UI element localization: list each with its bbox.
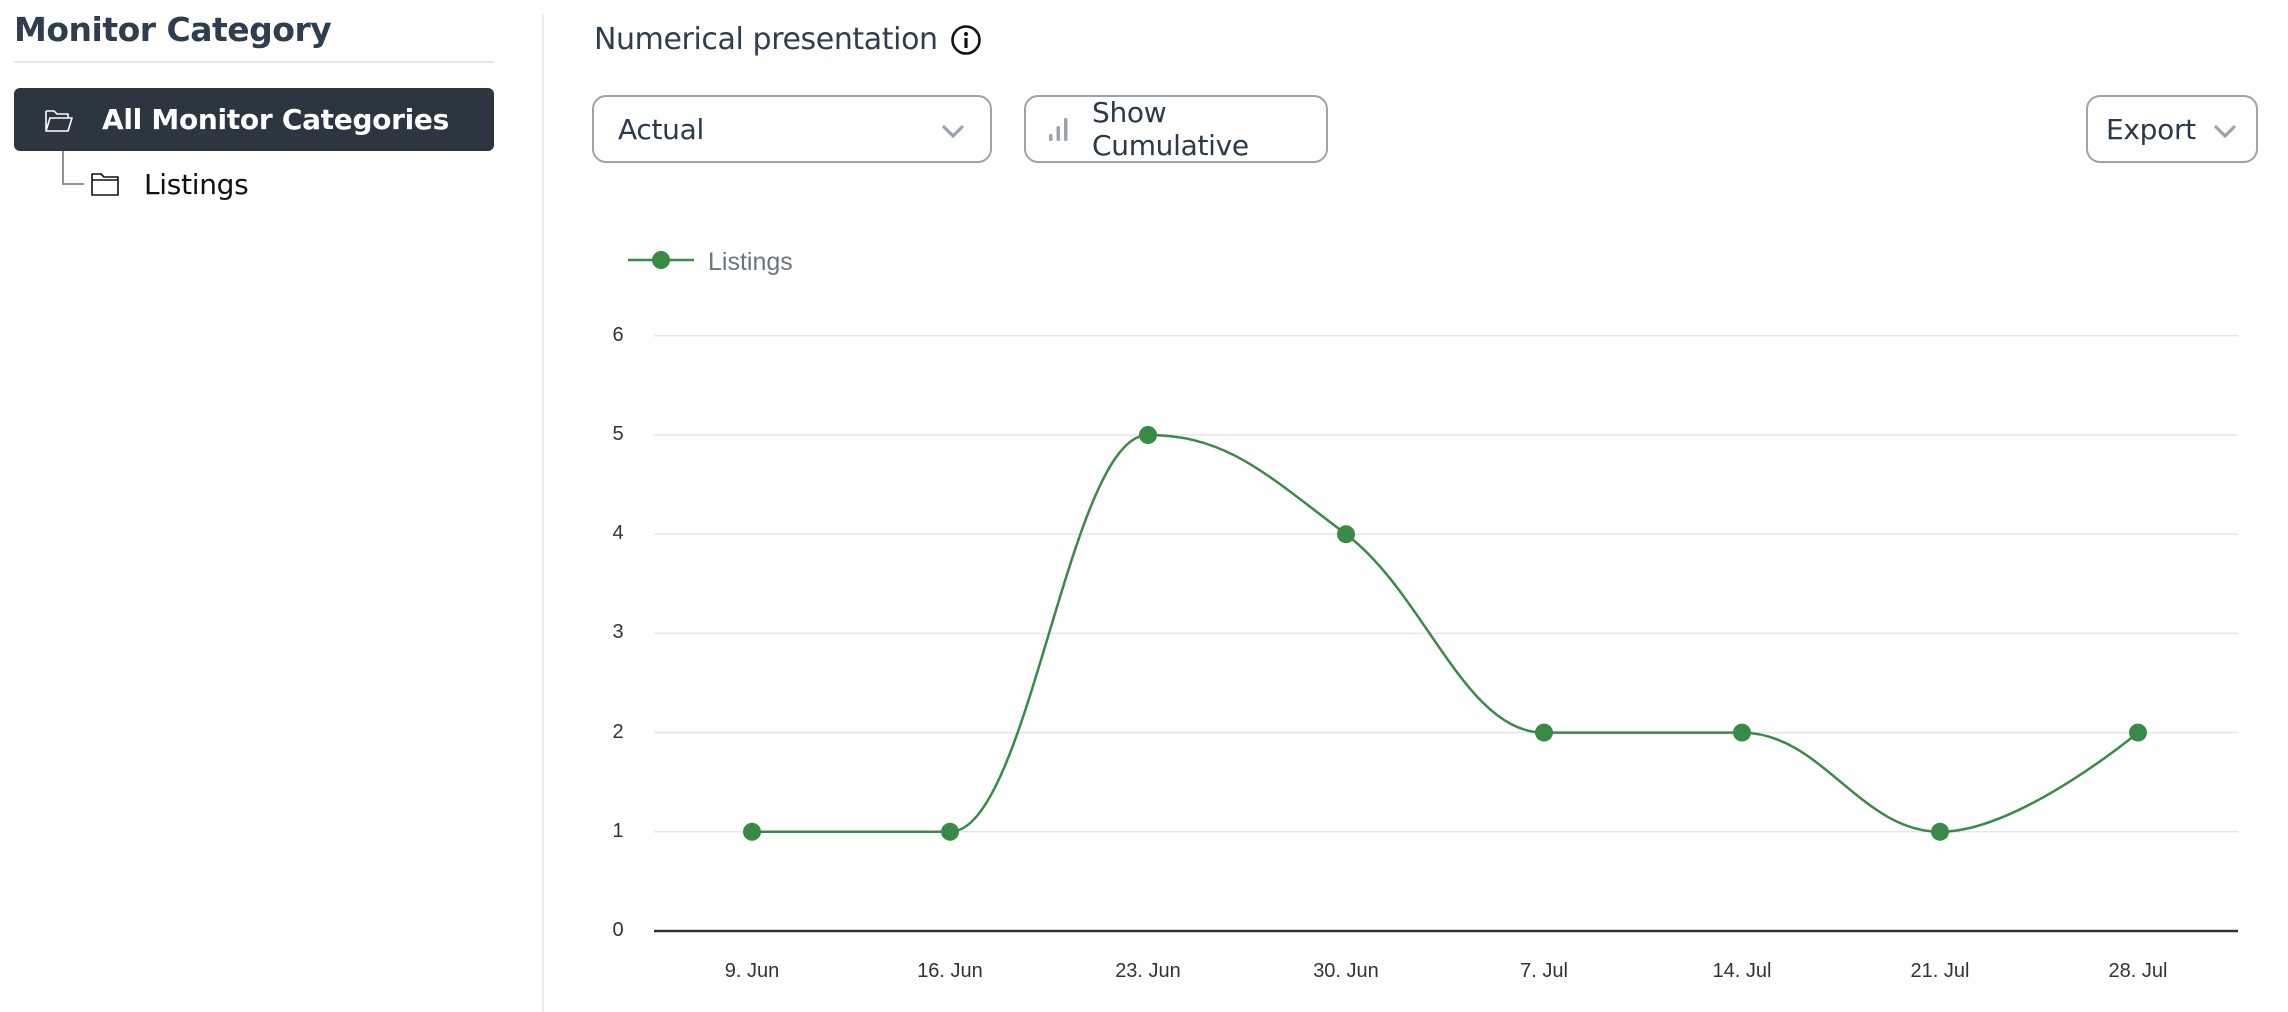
y-tick-label: 0 bbox=[612, 919, 624, 941]
tree-item-label: All Monitor Categories bbox=[102, 103, 449, 136]
page-title: Numerical presentation bbox=[594, 22, 982, 57]
sidebar-title: Monitor Category bbox=[14, 10, 332, 49]
x-tick-label: 9. Jun bbox=[724, 960, 780, 982]
data-point-marker[interactable] bbox=[743, 822, 761, 841]
x-tick-label: 30. Jun bbox=[1313, 960, 1379, 982]
chevron-down-icon bbox=[2214, 113, 2236, 146]
x-tick-label: 7. Jul bbox=[1520, 960, 1568, 982]
sidebar: Monitor Category All Monitor Categories … bbox=[0, 0, 543, 1012]
chart-legend-item-listings[interactable]: Listings bbox=[628, 248, 793, 277]
x-tick-label: 28. Jul bbox=[2108, 960, 2168, 982]
x-tick-label: 23. Jun bbox=[1115, 960, 1181, 982]
sidebar-divider bbox=[14, 61, 494, 63]
show-cumulative-button[interactable]: Show Cumulative bbox=[1024, 95, 1328, 163]
chevron-down-icon bbox=[942, 113, 964, 146]
mode-select-value: Actual bbox=[618, 112, 704, 146]
folder-icon bbox=[90, 170, 120, 198]
y-tick-label: 1 bbox=[612, 819, 624, 842]
y-tick-label: 5 bbox=[612, 423, 624, 445]
y-tick-label: 2 bbox=[612, 720, 624, 743]
data-point-marker[interactable] bbox=[941, 822, 959, 841]
data-point-marker[interactable] bbox=[1733, 723, 1751, 742]
x-tick-label: 21. Jul bbox=[1910, 960, 1970, 982]
tree-item-all-monitor-categories[interactable]: All Monitor Categories bbox=[14, 88, 494, 151]
data-point-marker[interactable] bbox=[1337, 525, 1355, 544]
y-tick-label: 4 bbox=[612, 522, 624, 545]
y-tick-label: 3 bbox=[612, 621, 624, 644]
tree-item-listings[interactable]: Listings bbox=[90, 166, 249, 202]
y-tick-label: 6 bbox=[612, 323, 624, 346]
mode-select[interactable]: Actual bbox=[592, 95, 992, 163]
show-cumulative-label: Show Cumulative bbox=[1092, 96, 1249, 162]
page-title-text: Numerical presentation bbox=[594, 22, 938, 57]
folder-open-icon bbox=[44, 106, 74, 134]
tree-item-label: Listings bbox=[144, 167, 249, 201]
data-point-marker[interactable] bbox=[1535, 723, 1553, 742]
tree-connector bbox=[62, 151, 64, 184]
legend-marker-icon bbox=[628, 250, 694, 275]
panel-divider bbox=[542, 14, 544, 1012]
export-button[interactable]: Export bbox=[2086, 95, 2258, 163]
x-tick-label: 16. Jun bbox=[917, 960, 983, 982]
bar-chart-icon bbox=[1048, 116, 1070, 142]
export-label: Export bbox=[2106, 112, 2196, 146]
legend-label: Listings bbox=[708, 248, 793, 276]
x-tick-label: 14. Jul bbox=[1712, 960, 1772, 982]
data-point-marker[interactable] bbox=[1931, 822, 1949, 841]
tree-connector bbox=[62, 183, 84, 185]
data-point-marker[interactable] bbox=[2129, 723, 2147, 742]
series-line-listings bbox=[752, 433, 2139, 834]
info-icon[interactable] bbox=[950, 24, 982, 56]
data-point-marker[interactable] bbox=[1139, 426, 1157, 444]
main-panel: Numerical presentation Actual Show Cumul… bbox=[544, 0, 2288, 1012]
